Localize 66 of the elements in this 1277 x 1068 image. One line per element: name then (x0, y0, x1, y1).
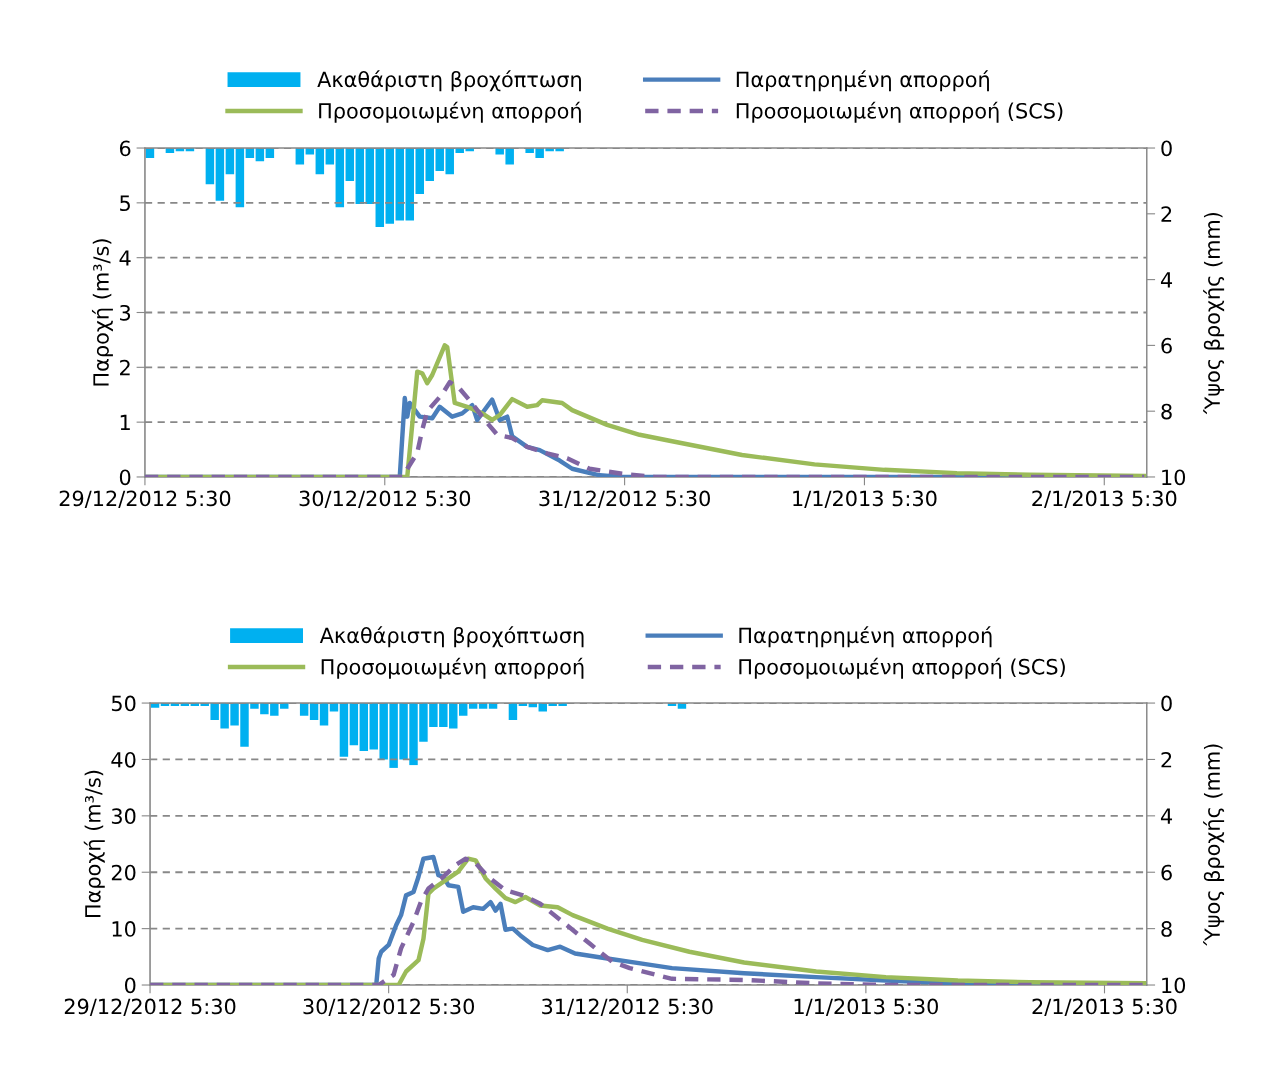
bar (365, 148, 375, 204)
x-tick-label: 29/12/2012 5:30 (59, 490, 231, 508)
x-tick-label: 2/1/2013 5:30 (1032, 998, 1177, 1016)
y-tick-label: 4 (119, 250, 131, 266)
y-tick-label: 1 (120, 414, 130, 431)
bar (339, 703, 349, 757)
bar (345, 148, 355, 181)
bar (235, 148, 245, 208)
bar (395, 148, 405, 221)
y-tick-label: 50 (111, 695, 136, 712)
bar (299, 703, 309, 716)
bar (205, 148, 215, 185)
legend-label: Παρατηρημένη απορροή (736, 70, 989, 92)
y-axis-title: Παροχή (m³/s) (83, 770, 105, 917)
y2-tick-label: 10 (1162, 469, 1186, 486)
bar (359, 703, 369, 751)
bar (349, 703, 359, 746)
y2-tick-label: 4 (1160, 272, 1173, 288)
y2-tick-label: 4 (1160, 808, 1173, 824)
bar (385, 148, 395, 224)
bar (508, 703, 518, 720)
y-tick-label: 6 (119, 140, 131, 157)
x-tick-label: 1/1/2013 5:30 (793, 490, 937, 508)
bar (319, 703, 329, 726)
y2-tick-label: 10 (1162, 977, 1186, 994)
legend-label: Προσομοιωμένη απορροή (321, 657, 584, 679)
y-tick-label: 0 (124, 977, 136, 994)
y2-tick-label: 6 (1161, 337, 1172, 354)
x-tick-label: 31/12/2012 5:30 (542, 998, 713, 1016)
y2-tick-label: 0 (1161, 695, 1172, 712)
y-tick-label: 2 (120, 359, 130, 376)
y2-tick-label: 0 (1161, 140, 1172, 157)
y2-tick-label: 8 (1161, 921, 1172, 937)
bar (215, 148, 225, 201)
y-tick-label: 10 (112, 921, 136, 937)
y2-tick-label: 2 (1161, 751, 1172, 768)
bar (355, 148, 365, 204)
y2-tick-label: 8 (1161, 403, 1172, 420)
y2-axis-title: Ύψος βροχής (mm) (1203, 744, 1225, 946)
y2-tick-label: 6 (1161, 864, 1172, 881)
y-tick-label: 3 (120, 304, 131, 321)
x-tick-label: 2/1/2013 5:30 (1032, 490, 1177, 508)
y-tick-label: 20 (111, 864, 136, 881)
y-tick-label: 0 (119, 469, 131, 486)
y2-axis-title: Ύψος βροχής (mm) (1203, 212, 1225, 415)
y-tick-label: 30 (111, 808, 136, 825)
legend-label: Προσομοιωμένη απορροή (SCS) (739, 657, 1065, 679)
x-tick-label: 31/12/2012 5:30 (539, 490, 710, 508)
legend-label: Προσομοιωμένη απορροή (SCS) (736, 101, 1063, 123)
x-tick-label: 1/1/2013 5:30 (794, 998, 938, 1016)
legend-label: Παρατηρημένη απορροή (739, 626, 992, 648)
legend-label: Ακαθάριστη βροχόπτωση (317, 70, 581, 92)
bar (329, 703, 339, 712)
bar (335, 148, 345, 208)
bar (375, 148, 385, 227)
bar (405, 148, 414, 221)
x-tick-label: 30/12/2012 5:30 (303, 998, 475, 1016)
bar (309, 703, 319, 720)
y2-tick-label: 2 (1161, 206, 1172, 222)
legend-label: Ακαθάριστη βροχόπτωση (319, 626, 584, 648)
legend-label: Προσομοιωμένη απορροή (319, 101, 581, 123)
x-tick-label: 30/12/2012 5:30 (299, 490, 471, 508)
y-tick-label: 40 (111, 751, 136, 768)
y-tick-label: 5 (120, 195, 130, 212)
x-tick-label: 29/12/2012 5:30 (64, 998, 236, 1016)
y-axis-title: Παροχή (m³/s) (91, 239, 113, 386)
